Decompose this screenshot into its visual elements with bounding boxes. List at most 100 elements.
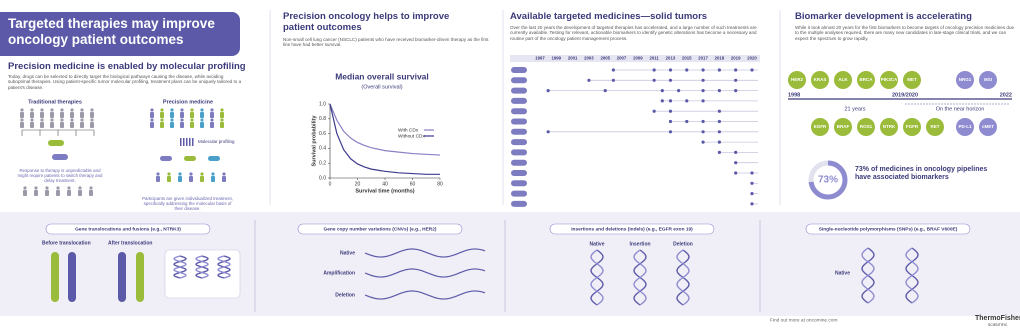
approval-dot xyxy=(660,89,664,93)
biomarker-label: ROS1 xyxy=(860,124,873,129)
year-label: 2009 xyxy=(633,56,643,61)
person-icon xyxy=(30,122,34,128)
subtitle: Traditional therapies xyxy=(28,99,82,105)
y-tick-label: 0.6 xyxy=(319,131,326,137)
person-icon xyxy=(178,172,182,176)
label: Molecular profiling xyxy=(198,139,235,144)
approval-dot xyxy=(701,119,705,124)
approval-dot xyxy=(750,202,754,206)
person-icon xyxy=(40,118,44,122)
year-label: 2019 xyxy=(731,56,741,61)
y-tick-label: 0.2 xyxy=(319,161,326,167)
person-icon xyxy=(23,190,27,196)
biomarker-label: NRG1 xyxy=(959,77,972,82)
biomarker-circle xyxy=(811,118,829,136)
approval-dot xyxy=(668,130,673,134)
year-label: 2017 xyxy=(698,56,708,61)
biomarker-circle xyxy=(903,71,921,89)
year-label: 2001 xyxy=(568,56,578,61)
biomarker-circle xyxy=(834,118,852,136)
approval-dot xyxy=(734,68,738,72)
year-label: 2003 xyxy=(584,56,594,61)
person-icon xyxy=(150,112,154,118)
biomarker-circle xyxy=(979,118,997,136)
person-icon xyxy=(170,118,174,122)
person-icon xyxy=(200,176,204,182)
biomarker-circle xyxy=(903,118,921,136)
dna-icon xyxy=(180,138,182,146)
tumor-pill xyxy=(511,180,527,187)
chromosome xyxy=(118,252,126,302)
person-icon xyxy=(90,108,94,112)
pill-icon xyxy=(48,140,64,146)
approval-dot xyxy=(750,181,754,185)
approval-dot xyxy=(734,150,738,154)
variant-label: Native xyxy=(835,270,850,276)
y-tick-label: 0.0 xyxy=(319,175,326,181)
person-icon xyxy=(78,186,82,190)
biomarker-circle xyxy=(926,118,944,136)
stat-text: 73% of medicines in oncology pipelines h… xyxy=(855,166,988,182)
panel-header xyxy=(549,223,715,235)
tumor-pill xyxy=(511,97,527,104)
section-title: Biomarker development is accelerating xyxy=(795,11,972,22)
year-label: 2019/2020 xyxy=(892,92,918,98)
person-icon xyxy=(80,118,84,122)
biomarker-circle xyxy=(857,118,875,136)
biomarker-label: PIK3CA xyxy=(881,77,898,82)
approval-dot xyxy=(587,78,591,82)
approval-dot xyxy=(734,89,738,93)
approval-dot xyxy=(717,119,721,124)
approval-dot xyxy=(734,171,738,175)
approval-dot xyxy=(717,89,721,93)
tumor-pill xyxy=(511,200,527,207)
approval-dot xyxy=(660,99,664,103)
person-icon xyxy=(150,108,154,112)
person-icon xyxy=(160,108,164,112)
biomarker-label: NTRK xyxy=(883,124,896,129)
dna-helix xyxy=(905,247,919,304)
panel-title: Gene translocations and fusions (e.g., N… xyxy=(75,226,181,232)
person-icon xyxy=(90,118,94,122)
year-label: 2013 xyxy=(666,56,676,61)
person-icon xyxy=(200,172,204,176)
biomarker-circle xyxy=(857,71,875,89)
dna-helix xyxy=(861,247,875,304)
person-icon xyxy=(180,108,184,112)
y-tick-label: 0.4 xyxy=(319,146,326,152)
section-title: Precision medicine is enabled by molecul… xyxy=(8,61,246,72)
approval-dot xyxy=(717,150,721,154)
y-tick-label: 1.0 xyxy=(319,101,326,107)
person-icon xyxy=(50,112,54,118)
person-icon xyxy=(40,122,44,128)
person-icon xyxy=(70,108,74,112)
tumor-pill xyxy=(511,108,527,115)
year-label: 1997 xyxy=(535,56,545,61)
dna-icon xyxy=(183,138,185,146)
horizon-label: On the near horizon xyxy=(936,106,985,112)
approval-dot xyxy=(701,68,705,72)
hero-title: Targeted therapies may improve oncology … xyxy=(8,16,215,47)
note: Participants are given individualized tr… xyxy=(142,196,233,212)
person-icon xyxy=(40,108,44,112)
person-icon xyxy=(220,122,224,128)
approval-dot xyxy=(685,99,689,103)
y-tick-label: 0.8 xyxy=(319,116,326,122)
year-label: 2007 xyxy=(617,56,627,61)
dna-helix xyxy=(590,249,604,306)
biomarker-circle xyxy=(880,118,898,136)
biomarker-label: PD-L1 xyxy=(958,124,971,129)
person-icon xyxy=(180,118,184,122)
tumor-pill xyxy=(511,118,527,125)
dna-strand xyxy=(364,290,486,300)
biomarker-label: MSI xyxy=(984,77,992,82)
person-icon xyxy=(210,108,214,112)
person-icon xyxy=(200,112,204,118)
tumor-pill xyxy=(511,128,527,135)
biomarker-circle xyxy=(956,118,974,136)
dna-helix xyxy=(173,255,187,279)
approval-dot xyxy=(668,119,673,124)
person-icon xyxy=(190,108,194,112)
person-icon xyxy=(160,118,164,122)
